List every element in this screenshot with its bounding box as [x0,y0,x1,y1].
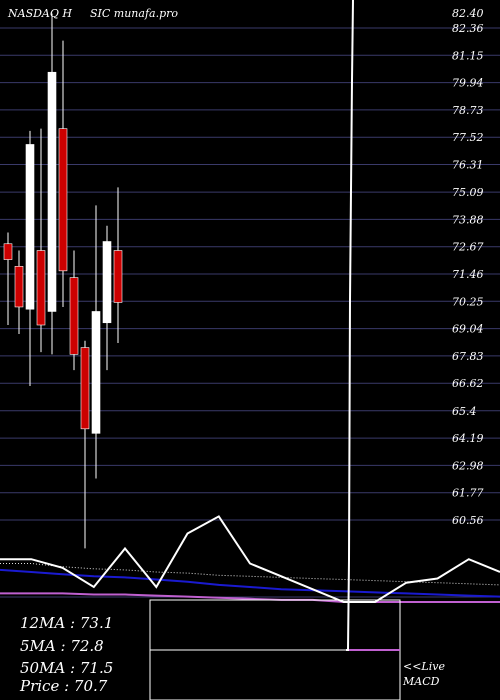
candle-body [91,311,101,434]
blue-ma-line [0,568,500,598]
candle-body [3,243,13,260]
y-tick-label: 73.88 [452,213,484,226]
y-tick-label: 77.52 [452,131,484,144]
y-tick-label: 79.94 [452,77,484,90]
y-tick-label: 71.46 [452,268,484,281]
y-tick-label: 66.62 [452,377,484,390]
y-tick-label: 81.15 [452,49,484,62]
macd-live-label: <<Live [403,660,445,673]
y-tick-label: 72.67 [452,241,484,254]
grid-lines [0,27,500,598]
indicator-lines [0,515,500,603]
stat-5ma: 5MA : 72.8 [20,637,104,655]
y-tick-label: 82.40 [452,7,484,20]
candle-body [25,144,35,310]
y-tick-label: 65.4 [452,405,477,418]
title-ticker: NASDAQ H [7,7,72,20]
candle-body [102,241,112,324]
y-tick-label: 62.98 [452,459,484,472]
macd-line [346,0,354,651]
y-tick-label: 61.77 [452,487,484,500]
y-tick-label: 70.25 [452,295,484,308]
pink-ma-line [0,592,500,603]
y-tick-label: 64.19 [452,432,484,445]
candle-body [113,250,123,303]
candle-body [47,71,57,312]
stat-price: Price : 70.7 [20,677,108,695]
y-tick-label: 76.31 [452,159,484,172]
y-tick-label: 78.73 [452,104,484,117]
y-tick-label: 67.83 [452,350,484,363]
title-source: SIC munafa.pro [90,7,178,20]
white-indicator-line [0,515,500,603]
macd-box [149,0,401,700]
candle-body [80,347,90,430]
candle-body [36,250,46,326]
candlesticks [3,13,123,549]
stat-12ma: 12MA : 73.1 [20,614,114,632]
y-tick-label: 82.36 [452,22,484,35]
candle-body [69,277,79,355]
y-tick-label: 75.09 [452,186,484,199]
candle-body [14,266,24,308]
y-tick-label: 69.04 [452,323,484,336]
y-tick-label: 60.56 [452,514,484,527]
y-axis-labels: 82.40 82.36 81.15 79.94 78.73 77.52 76.31 75.09… [452,7,484,527]
stat-50ma: 50MA : 71.5 [20,659,114,677]
candle-body [58,128,68,272]
macd-label: MACD [403,675,440,688]
